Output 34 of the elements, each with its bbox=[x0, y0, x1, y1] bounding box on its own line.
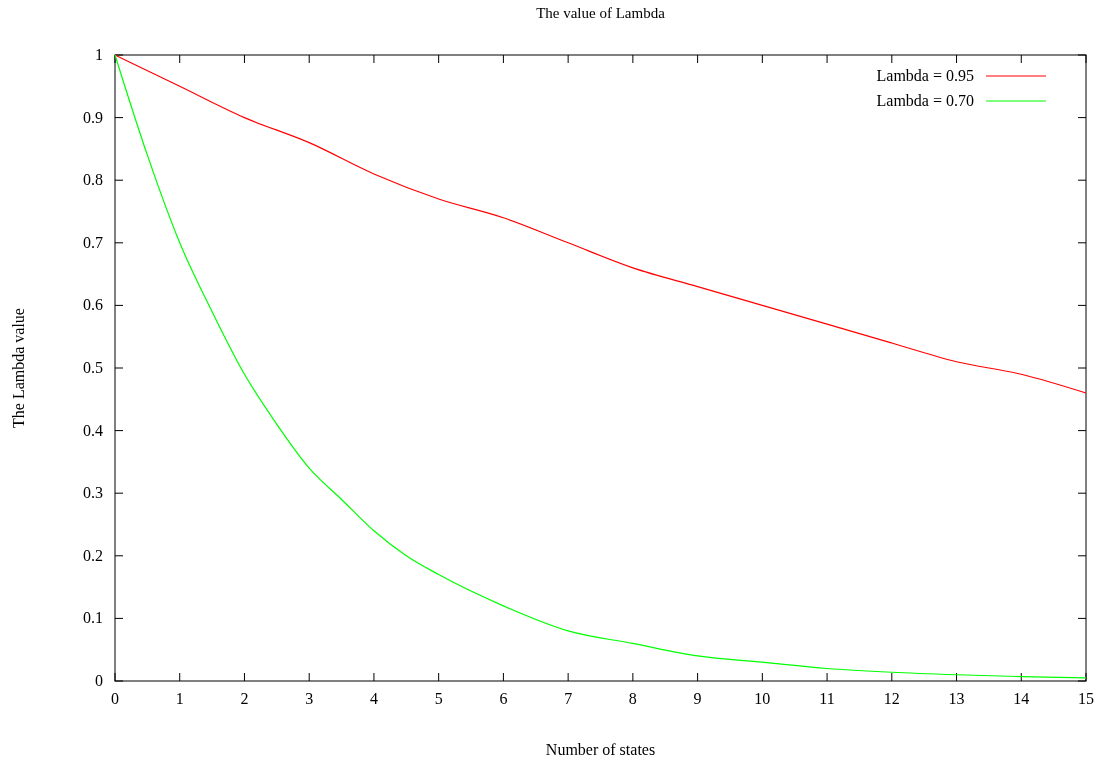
x-axis-title: Number of states bbox=[545, 741, 656, 758]
y-tick-label: 0.7 bbox=[83, 233, 103, 251]
y-tick-label: 0.6 bbox=[83, 296, 103, 314]
x-tick-label: 9 bbox=[693, 690, 702, 707]
legend-label: Lambda = 0.70 bbox=[876, 92, 974, 109]
y-tick-label: 0.1 bbox=[83, 609, 103, 627]
x-tick-label: 4 bbox=[369, 690, 378, 707]
y-tick-label: 0.2 bbox=[83, 546, 103, 564]
y-tick-label: 0.5 bbox=[83, 359, 103, 376]
x-tick-label: 1 bbox=[175, 690, 184, 707]
x-tick-label: 5 bbox=[434, 690, 443, 707]
x-tick-label: 15 bbox=[1078, 690, 1094, 707]
x-tick-label: 13 bbox=[948, 690, 965, 707]
chart-title: The value of Lambda bbox=[536, 5, 666, 21]
x-tick-label: 0 bbox=[111, 690, 119, 707]
x-tick-label: 12 bbox=[883, 690, 900, 707]
line-series bbox=[114, 54, 1087, 679]
y-axis-title: The Lambda value bbox=[10, 308, 27, 428]
y-tick-label: 0.3 bbox=[83, 484, 103, 502]
x-tick-label: 3 bbox=[305, 690, 314, 707]
line-series bbox=[114, 54, 1087, 394]
x-tick-label: 2 bbox=[240, 690, 249, 707]
x-tick-label: 6 bbox=[499, 690, 508, 707]
legend-label: Lambda = 0.95 bbox=[876, 67, 974, 84]
y-tick-label: 0.4 bbox=[83, 421, 103, 439]
y-tick-label: 0.9 bbox=[83, 108, 103, 126]
y-tick-label: 1 bbox=[95, 46, 103, 63]
x-tick-label: 7 bbox=[564, 690, 573, 707]
x-tick-label: 11 bbox=[819, 690, 835, 707]
y-tick-label: 0.8 bbox=[83, 171, 103, 189]
y-tick-label: 0 bbox=[95, 672, 103, 689]
x-tick-label: 8 bbox=[628, 690, 637, 707]
x-tick-label: 10 bbox=[754, 690, 771, 707]
x-tick-label: 14 bbox=[1013, 690, 1030, 707]
